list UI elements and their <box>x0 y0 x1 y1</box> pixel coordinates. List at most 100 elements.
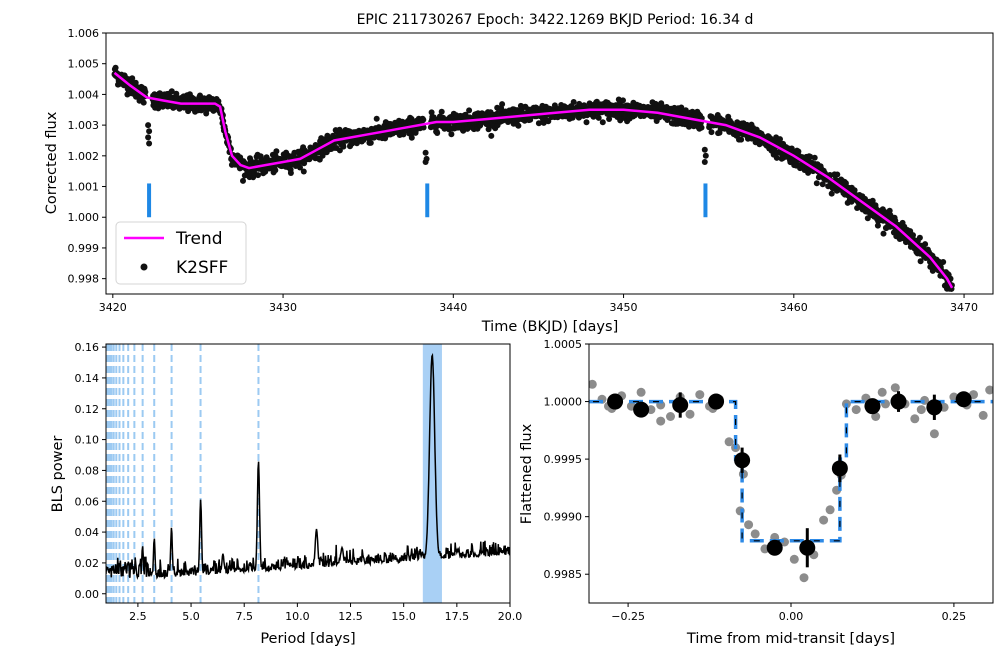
x-tick-label: 5.0 <box>182 610 200 623</box>
k2sff-point <box>595 114 602 121</box>
k2sff-point <box>777 136 783 143</box>
best-period-shade <box>422 344 442 603</box>
y-tick-label: 0.998 <box>68 273 100 286</box>
y-tick-label: 1.0005 <box>544 338 583 351</box>
y-tick-label: 1.004 <box>68 88 100 101</box>
k2sff-point <box>834 171 841 178</box>
raw-folded-point <box>929 429 939 439</box>
k2sff-point <box>819 181 826 188</box>
transit-dip-point <box>145 134 152 141</box>
k2sff-point <box>240 177 246 184</box>
x-tick-label: 7.5 <box>235 610 253 623</box>
k2sff-point <box>811 154 818 161</box>
k2sff-point <box>499 101 506 108</box>
binned-point <box>766 539 783 556</box>
k2sff-point <box>708 129 715 136</box>
k2sff-point <box>678 104 685 111</box>
binned-point <box>799 539 816 556</box>
k2sff-point <box>272 167 279 174</box>
k2sff-point <box>428 109 435 116</box>
k2sff-point <box>545 118 552 125</box>
raw-folded-point <box>871 412 881 421</box>
binned-point <box>831 460 848 477</box>
folded-ticks: −0.25 0.00 0.25 0.9985 0.9990 0.9995 1.0000 1.0… <box>544 338 967 623</box>
x-tick-label: 2.5 <box>129 610 147 623</box>
raw-folded-point <box>666 412 675 421</box>
raw-folded-point <box>685 409 695 419</box>
k2sff-point <box>599 119 606 126</box>
k2sff-point <box>892 217 899 224</box>
k2sff-point <box>297 164 303 171</box>
raw-folded-point <box>636 387 646 397</box>
folded-panel: −0.25 0.00 0.25 0.9985 0.9990 0.9995 1.0000 1.0… <box>519 338 994 647</box>
raw-folded-point <box>825 505 835 515</box>
k2sff-point <box>583 119 590 126</box>
k2sff-point <box>300 168 307 175</box>
k2sff-point <box>367 139 374 146</box>
binned-point <box>926 399 943 416</box>
raw-folded-point <box>890 383 900 393</box>
k2sff-point <box>255 172 261 179</box>
raw-folded-point <box>744 520 754 530</box>
k2sff-point <box>420 124 427 131</box>
bls-ylabel: BLS power <box>50 436 66 513</box>
k2sff-point <box>142 89 149 95</box>
k2sff-point <box>658 100 665 107</box>
y-tick-label: 1.005 <box>68 58 100 71</box>
transit-dip-point <box>422 159 429 165</box>
x-tick-label: 12.5 <box>338 610 363 623</box>
k2sff-point <box>408 134 415 141</box>
lightcurve-ylabel: Corrected flux <box>44 111 60 214</box>
k2sff-point <box>129 75 136 82</box>
lightcurve-plot-area <box>111 64 955 292</box>
x-tick-label: −0.25 <box>611 610 645 623</box>
transit-model-inner-line <box>589 401 993 542</box>
k2sff-point <box>828 190 835 197</box>
x-tick-label: 3440 <box>439 301 467 314</box>
x-tick-label: 15.0 <box>391 610 416 623</box>
binned-point <box>734 452 751 469</box>
y-tick-label: 0.02 <box>75 557 100 570</box>
transit-dip-point <box>701 146 708 153</box>
y-tick-label: 1.001 <box>68 181 100 194</box>
transit-dip-point <box>702 152 709 159</box>
x-tick-label: 0.00 <box>779 610 804 623</box>
y-tick-label: 1.006 <box>68 27 100 40</box>
k2sff-point <box>738 136 745 143</box>
raw-folded-point <box>789 554 799 564</box>
k2sff-point <box>910 232 916 239</box>
k2sff-point <box>851 187 858 194</box>
k2sff-point <box>515 122 522 129</box>
y-tick-label: 1.003 <box>68 119 100 132</box>
k2sff-point <box>874 222 881 229</box>
transit-dip-point <box>422 149 429 156</box>
folded-ylabel: Flattened flux <box>519 423 535 524</box>
raw-folded-point <box>910 414 920 424</box>
k2sff-point <box>813 180 820 187</box>
transit-dip-point <box>701 159 708 165</box>
bls-xlabel: Period [days] <box>260 631 355 647</box>
y-tick-label: 0.14 <box>75 372 100 385</box>
k2sff-point <box>773 154 780 161</box>
k2sff-point <box>698 124 705 131</box>
legend-k2sff-swatch <box>140 263 148 271</box>
legend-trend-label: Trend <box>175 229 223 249</box>
trend-line <box>113 71 954 289</box>
raw-folded-point <box>978 410 988 420</box>
folded-axes-frame <box>588 343 994 604</box>
k2sff-point <box>916 234 923 241</box>
x-tick-label: 3450 <box>610 301 638 314</box>
k2sff-point <box>301 160 308 167</box>
k2sff-point <box>886 207 893 214</box>
y-tick-label: 0.16 <box>75 341 100 354</box>
transit-dip-point <box>146 140 153 147</box>
y-tick-label: 0.06 <box>75 495 100 508</box>
raw-folded-point <box>985 385 993 395</box>
k2sff-point <box>438 108 445 115</box>
k2sff-point <box>287 170 294 176</box>
k2sff-point <box>273 148 280 155</box>
k2sff-point <box>173 90 180 97</box>
folded-xlabel: Time from mid-transit [days] <box>686 631 895 647</box>
raw-folded-point <box>799 573 809 583</box>
